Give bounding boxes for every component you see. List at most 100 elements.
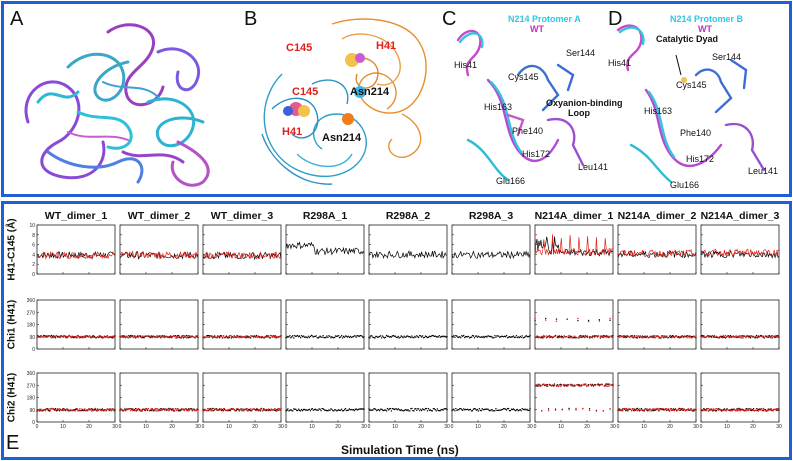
dihedral-point — [516, 336, 518, 339]
dihedral-point — [353, 410, 355, 412]
dihedral-point — [210, 335, 212, 337]
dihedral-point — [386, 407, 389, 410]
dihedral-point — [109, 335, 111, 338]
dihedral-point — [775, 335, 777, 337]
dihedral-point — [547, 335, 550, 337]
column-title: WT_dimer_1 — [44, 210, 108, 222]
dihedral-point — [381, 337, 383, 339]
dihedral-point — [588, 408, 591, 410]
plot-frame — [534, 372, 614, 423]
dihedral-point — [554, 335, 557, 337]
dihedral-point — [218, 337, 221, 339]
dihedral-point — [491, 408, 493, 411]
column-title: N214A_dimer_3 — [700, 210, 780, 222]
dihedral-point — [68, 334, 70, 337]
y-tick-label: 360 — [27, 298, 36, 304]
dihedral-point — [306, 337, 309, 339]
dihedral-point — [637, 409, 640, 411]
dihedral-point — [107, 336, 109, 339]
dihedral-point — [339, 336, 342, 338]
dihedral-point — [694, 336, 696, 338]
dihedral-point — [347, 335, 350, 337]
dihedral-point — [208, 336, 210, 338]
dihedral-point — [688, 337, 690, 339]
dihedral-point — [263, 408, 266, 410]
dihedral-point — [75, 336, 77, 338]
dihedral-point — [630, 408, 632, 410]
dihedral-point — [685, 409, 687, 412]
dihedral-point — [68, 410, 70, 412]
dihedral-point — [719, 336, 722, 338]
y-tick-label: 0 — [32, 347, 35, 353]
dihedral-point — [726, 408, 728, 410]
dihedral-point — [39, 410, 41, 412]
dihedral-point — [483, 336, 485, 339]
column-title: N214A_dimer_2 — [617, 210, 697, 222]
dihedral-point — [420, 409, 423, 412]
b-asn214-bottom-label: Asn214 — [322, 132, 362, 144]
dihedral-point — [253, 336, 255, 339]
dihedral-point — [151, 336, 153, 338]
dihedral-point — [541, 409, 543, 412]
dihedral-point — [233, 409, 235, 411]
dihedral-point — [733, 408, 735, 410]
dihedral-point — [442, 409, 444, 411]
dihedral-point — [498, 335, 500, 337]
dihedral-point — [153, 410, 155, 412]
dihedral-point — [717, 409, 720, 411]
dihedral-point — [407, 409, 409, 411]
distance-series-line — [617, 249, 697, 259]
distance-series-line — [534, 234, 614, 256]
dihedral-point — [730, 336, 732, 339]
dihedral-point — [577, 383, 579, 386]
column-title: WT_dimer_3 — [210, 210, 274, 222]
dihedral-point — [763, 336, 766, 339]
plot-frame — [119, 372, 199, 423]
dihedral-point — [643, 409, 645, 411]
dihedral-point — [257, 410, 260, 412]
dihedral-point — [331, 408, 333, 410]
dihedral-point — [581, 384, 583, 386]
dihedral-point — [162, 335, 164, 338]
dihedral-point — [586, 335, 589, 337]
dihedral-point — [129, 335, 131, 338]
dihedral-point — [297, 409, 299, 412]
dihedral-point — [298, 408, 300, 410]
dihedral-point — [577, 320, 579, 322]
y-tick-label: 10 — [29, 223, 35, 229]
c-phe140-label: Phe140 — [512, 126, 544, 136]
dihedral-point — [535, 384, 537, 386]
dihedral-point — [102, 409, 105, 411]
dihedral-point — [434, 409, 436, 411]
dihedral-point — [507, 407, 510, 410]
dihedral-point — [512, 408, 515, 410]
dihedral-point — [344, 407, 347, 410]
dihedral-point — [684, 336, 686, 338]
dihedral-point — [551, 337, 554, 339]
dihedral-point — [218, 407, 221, 410]
dihedral-point — [89, 335, 91, 337]
dihedral-point — [272, 409, 274, 411]
dihedral-point — [243, 410, 245, 412]
dihedral-point — [730, 408, 732, 411]
dihedral-point — [467, 335, 470, 338]
dihedral-point — [125, 336, 127, 338]
dihedral-point — [723, 335, 726, 338]
dihedral-point — [629, 336, 631, 339]
dihedral-point — [554, 408, 557, 410]
dihedral-point — [146, 408, 148, 411]
dihedral-point — [471, 410, 474, 412]
x-tick-label: 20 — [252, 424, 258, 430]
dihedral-point — [221, 409, 224, 412]
dihedral-point — [274, 336, 276, 338]
dihedral-point — [656, 336, 658, 338]
dihedral-point — [645, 336, 647, 339]
dihedral-point — [136, 409, 139, 412]
dihedral-point — [685, 335, 687, 337]
dihedral-point — [95, 410, 98, 412]
x-tick-label: 0 — [368, 424, 371, 430]
dihedral-point — [761, 410, 764, 412]
dihedral-point — [668, 408, 670, 410]
plot-frame — [700, 372, 780, 423]
dihedral-point — [505, 334, 508, 337]
